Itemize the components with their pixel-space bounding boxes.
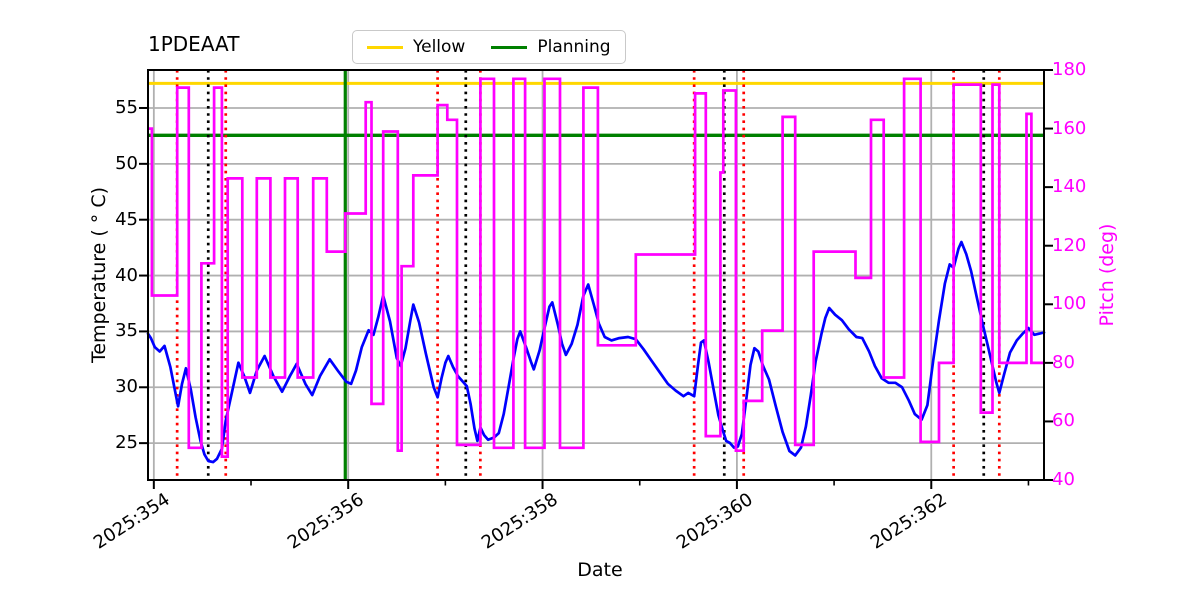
y-left-tick-label: 35 xyxy=(115,320,138,342)
legend-item-planning: Planning xyxy=(491,37,611,57)
y-right-tick-label: 120 xyxy=(1052,234,1087,256)
y-right-tick-label: 60 xyxy=(1052,410,1075,432)
y-axis-label-pitch: Pitch (deg) xyxy=(1096,223,1118,327)
legend: Yellow Planning xyxy=(352,30,626,64)
pitch-series-line xyxy=(149,77,1044,458)
legend-item-yellow: Yellow xyxy=(367,37,465,57)
y-right-tick-label: 140 xyxy=(1052,176,1087,198)
y-right-tick-label: 180 xyxy=(1052,59,1087,80)
y-left-tick-label: 55 xyxy=(115,96,138,118)
planning-line-swatch xyxy=(491,45,528,49)
y-axis-label-temperature: Temperature ( ° C) xyxy=(88,186,110,364)
y-right-tick-label: 40 xyxy=(1052,469,1075,490)
y-left-tick-label: 50 xyxy=(115,152,138,174)
y-left-tick-label: 25 xyxy=(115,432,138,454)
y-left-tick-label: 45 xyxy=(115,208,138,230)
y-right-tick-label: 100 xyxy=(1052,293,1087,315)
y-left-tick-label: 40 xyxy=(115,264,138,286)
y-right-tick-label: 160 xyxy=(1052,117,1087,139)
y-right-tick-label: 80 xyxy=(1052,351,1075,373)
legend-label-planning: Planning xyxy=(537,37,611,57)
chart-title: 1PDEAAT xyxy=(148,32,240,56)
x-axis-label: Date xyxy=(577,559,623,581)
legend-label-yellow: Yellow xyxy=(413,37,466,57)
temperature-series-line xyxy=(146,240,1046,464)
yellow-line-swatch xyxy=(367,45,403,49)
y-left-tick-label: 30 xyxy=(115,376,138,398)
